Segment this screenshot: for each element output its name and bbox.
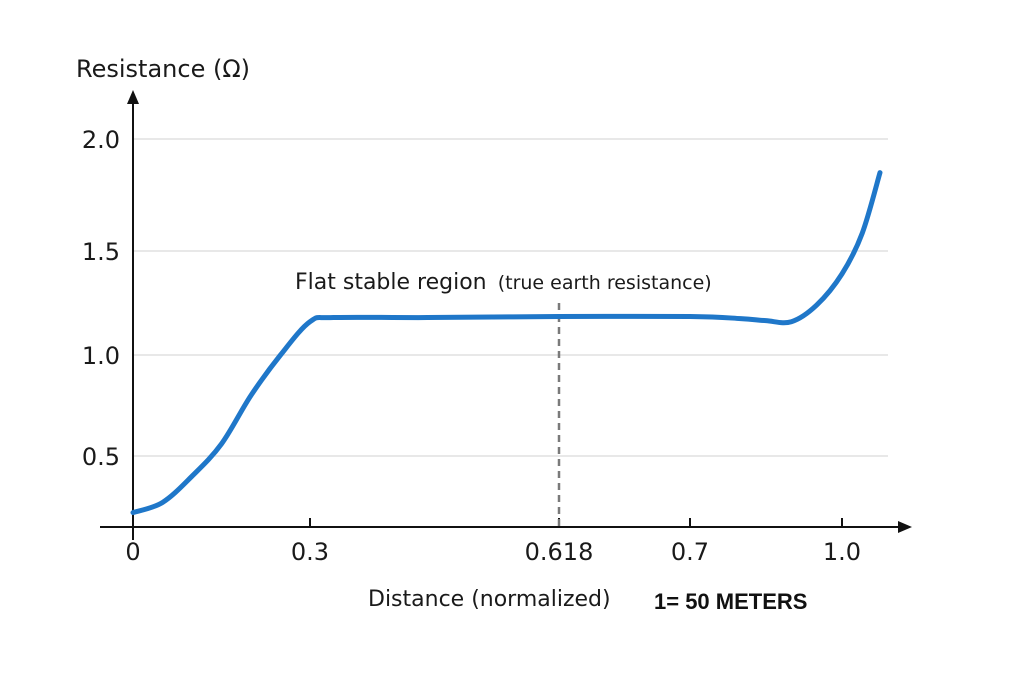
annotation-main: Flat stable region: [295, 270, 487, 295]
series-line: [130, 170, 883, 516]
x-axis-note: 1= 50 METERS: [654, 589, 807, 614]
x-tick-label: 0.618: [525, 538, 594, 566]
x-tick-label: 0.3: [291, 538, 329, 566]
y-axis-label: Resistance (Ω): [76, 55, 250, 83]
y-axis-arrow: [127, 90, 139, 104]
ticks: 0.5 1.0 1.5 2.0 0 0.3 0.618 0.7 1.0: [82, 126, 861, 566]
y-tick-label: 0.5: [82, 443, 120, 471]
annotation-sub: (true earth resistance): [498, 272, 712, 294]
annotation-text: Flat stable region (true earth resistanc…: [295, 270, 712, 295]
y-tick-label: 1.0: [82, 342, 120, 370]
x-tick-label: 1.0: [823, 538, 861, 566]
x-tick-label: 0: [125, 538, 140, 566]
x-tick-label: 0.7: [671, 538, 709, 566]
x-axis-arrow: [898, 521, 912, 533]
y-tick-label: 1.5: [82, 238, 120, 266]
y-tick-label: 2.0: [82, 126, 120, 154]
x-axis-label: Distance (normalized): [368, 587, 611, 612]
gridlines: [133, 138, 888, 457]
